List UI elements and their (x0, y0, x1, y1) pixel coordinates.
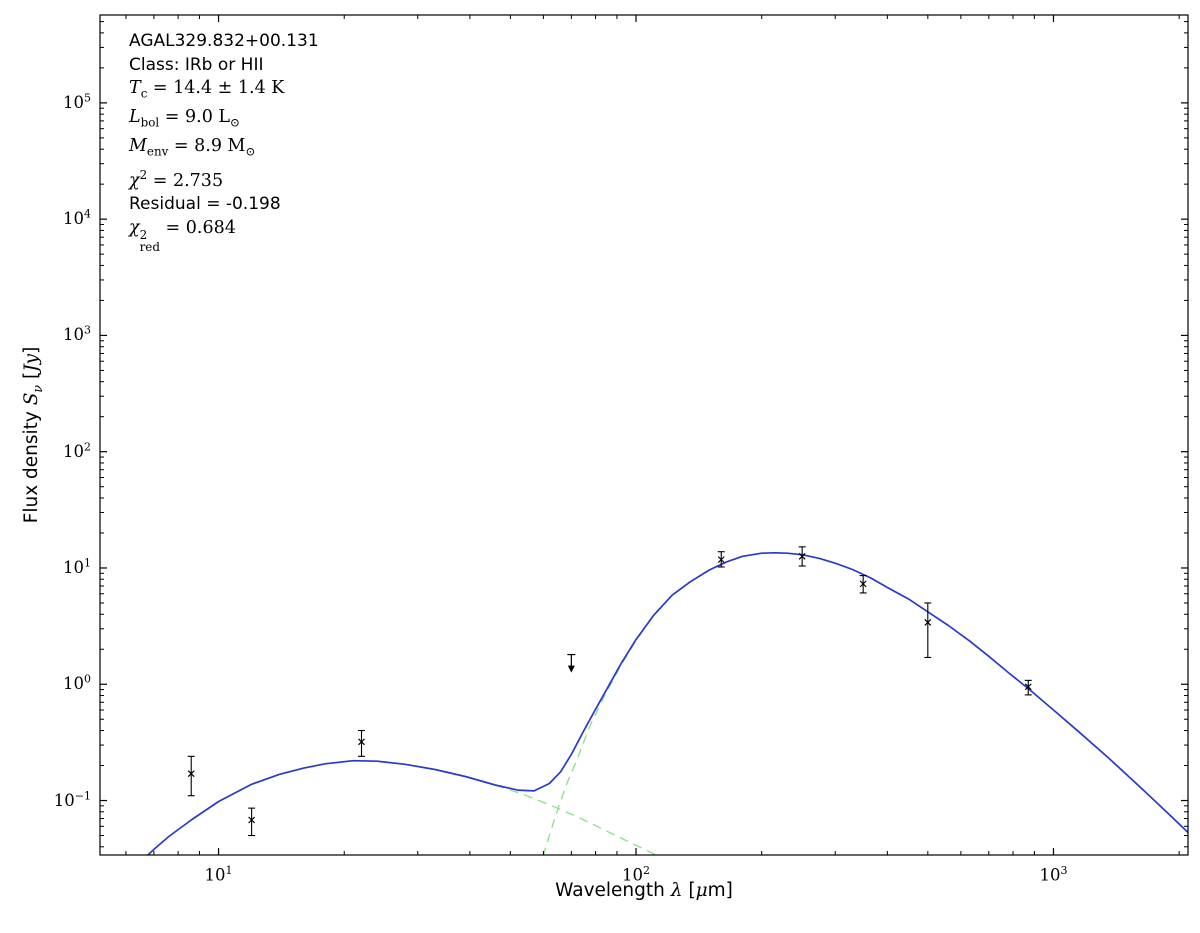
source-name: AGAL329.832+00.131 (129, 31, 319, 51)
warm-component-curve (147, 760, 658, 855)
cold-component-curve (542, 552, 1188, 855)
chi-squared: χ2 = 2.735 (129, 168, 224, 191)
data-point (859, 575, 867, 594)
bolometric-luminosity: Lbol = 9.0 L⊙ (129, 107, 240, 130)
envelope-mass: Menv = 8.9 M⊙ (129, 136, 256, 159)
data-point (187, 755, 195, 797)
dust-temperature: Tc = 14.4 ± 1.4 K (129, 78, 285, 101)
y-axis-ticks (100, 21, 1188, 848)
x-axis-label: Wavelength λ [μm] (555, 880, 733, 901)
fit-results-annotation: AGAL329.832+00.131 Class: IRb or HII Tc … (129, 30, 319, 253)
x-axis-ticks (125, 15, 1180, 855)
data-point (1024, 679, 1032, 696)
plot-frame (99, 14, 1189, 856)
class-label: Class: IRb or HII (129, 54, 264, 75)
model-total-curve (146, 551, 1188, 855)
residual-value: Residual = -0.198 (129, 194, 281, 215)
data-point (717, 551, 725, 568)
data-point (358, 729, 366, 757)
y-axis-label: Flux density Sν [Jy] (21, 346, 45, 524)
data-point (248, 807, 256, 837)
data-point (924, 602, 932, 659)
chi-squared-reduced: χ 2 red = 0.684 (129, 217, 236, 254)
data-point (798, 546, 806, 567)
upper-limit-point (567, 653, 576, 673)
